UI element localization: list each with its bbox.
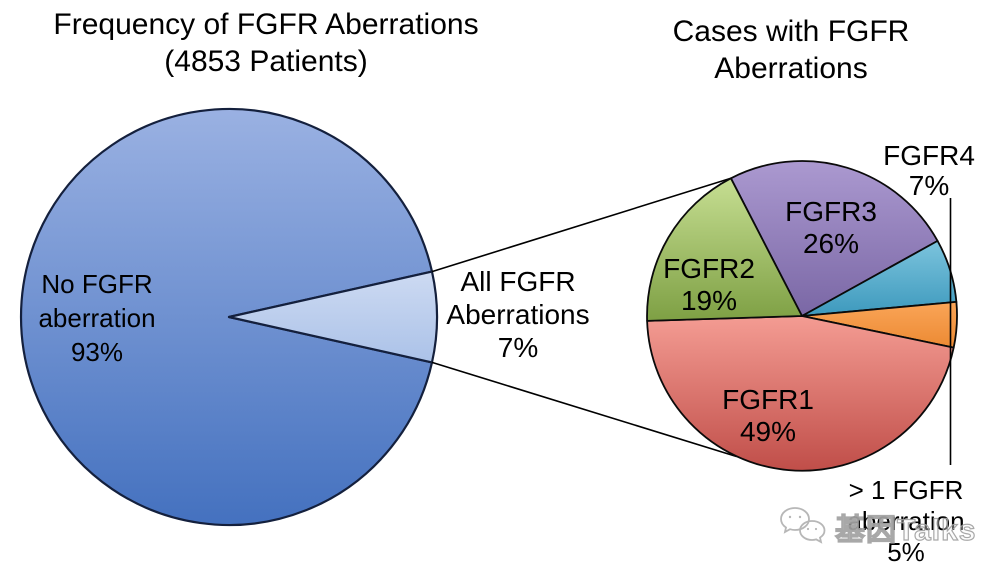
label-gt1-line2: aberration xyxy=(847,506,965,536)
label-fgfr1: FGFR1 49% xyxy=(697,384,839,448)
left-pie-title-line1: Frequency of FGFR Aberrations xyxy=(53,8,479,41)
label-all-fgfr-line1: All FGFR xyxy=(460,266,576,297)
label-fgfr1-pct: 49% xyxy=(739,416,797,447)
label-fgfr3-name: FGFR3 xyxy=(785,196,877,227)
label-fgfr2-name: FGFR2 xyxy=(663,253,755,284)
left-pie-title-line2: (4853 Patients) xyxy=(164,45,368,78)
label-fgfr2-pct: 19% xyxy=(680,285,738,316)
label-fgfr1-name: FGFR1 xyxy=(722,384,814,415)
label-all-fgfr-line2: Aberrations xyxy=(446,299,590,330)
right-pie-slice-fgfr1 xyxy=(646,315,955,472)
label-fgfr3-pct: 26% xyxy=(802,228,860,259)
label-no-fgfr-line2: aberration xyxy=(38,303,156,333)
label-fgfr3: FGFR3 26% xyxy=(760,196,902,260)
label-gt1-pct: 5% xyxy=(887,537,925,567)
label-all-fgfr-pct: 7% xyxy=(497,332,539,363)
label-fgfr4-name: FGFR4 xyxy=(883,140,975,171)
label-no-fgfr-line1: No FGFR xyxy=(41,269,153,299)
right-pie-title-line1: Cases with FGFR xyxy=(672,15,910,48)
watermark: 基因Talks xyxy=(776,503,977,551)
right-pie-slice-fgfr2 xyxy=(646,177,803,322)
watermark-text: 基因Talks xyxy=(834,513,977,547)
label-no-fgfr-aberration: No FGFR aberration 93% xyxy=(0,267,194,369)
right-pie-title-line2: Aberrations xyxy=(714,52,868,85)
label-fgfr2: FGFR2 19% xyxy=(638,253,780,317)
callout-line-lower xyxy=(431,361,737,458)
label-gt1-fgfr-aberration: > 1 FGFR aberration 5% xyxy=(806,475,981,568)
right-pie-title: Cases with FGFR Aberrations xyxy=(641,13,941,87)
label-fgfr4: FGFR4 7% xyxy=(859,141,981,201)
label-no-fgfr-pct: 93% xyxy=(70,337,124,367)
left-pie-slice-no-fgfr-aberration xyxy=(19,107,434,527)
label-all-fgfr-aberrations: All FGFR Aberrations 7% xyxy=(407,265,629,364)
callout-line-upper xyxy=(431,177,732,273)
label-gt1-line1: > 1 FGFR xyxy=(848,475,964,505)
wechat-bubbles-icon xyxy=(780,507,826,544)
left-pie-title: Frequency of FGFR Aberrations (4853 Pati… xyxy=(16,6,516,80)
label-fgfr4-pct: 7% xyxy=(908,170,950,201)
